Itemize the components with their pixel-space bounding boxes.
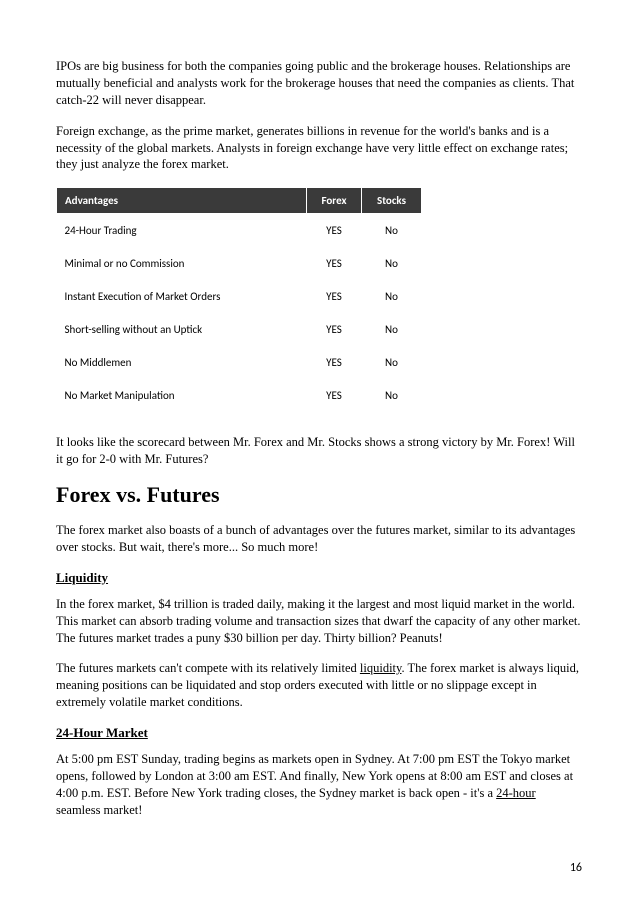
paragraph-futures-intro: The forex market also boasts of a bunch … bbox=[56, 522, 582, 556]
heading-forex-vs-futures: Forex vs. Futures bbox=[56, 482, 582, 508]
table-header-stocks: Stocks bbox=[362, 188, 422, 214]
paragraph-liquidity-2: The futures markets can't compete with i… bbox=[56, 660, 582, 711]
table-cell-advantage: Instant Execution of Market Orders bbox=[57, 280, 307, 313]
table-cell-forex: YES bbox=[307, 247, 362, 280]
comparison-table: Advantages Forex Stocks 24-Hour Trading … bbox=[56, 187, 422, 412]
table-row: No Market Manipulation YES No bbox=[57, 379, 422, 412]
subheading-liquidity: Liquidity bbox=[56, 570, 582, 586]
table-cell-advantage: Minimal or no Commission bbox=[57, 247, 307, 280]
table-row: No Middlemen YES No bbox=[57, 346, 422, 379]
table-cell-stocks: No bbox=[362, 346, 422, 379]
paragraph-after-table: It looks like the scorecard between Mr. … bbox=[56, 434, 582, 468]
table-cell-forex: YES bbox=[307, 379, 362, 412]
table-cell-forex: YES bbox=[307, 214, 362, 248]
table-cell-advantage: 24-Hour Trading bbox=[57, 214, 307, 248]
table-cell-stocks: No bbox=[362, 313, 422, 346]
paragraph-liquidity-1: In the forex market, $4 trillion is trad… bbox=[56, 596, 582, 647]
table-cell-stocks: No bbox=[362, 379, 422, 412]
paragraph-intro-2: Foreign exchange, as the prime market, g… bbox=[56, 123, 582, 174]
paragraph-intro-1: IPOs are big business for both the compa… bbox=[56, 58, 582, 109]
table-cell-stocks: No bbox=[362, 247, 422, 280]
table-cell-stocks: No bbox=[362, 280, 422, 313]
table-cell-forex: YES bbox=[307, 313, 362, 346]
link-liquidity[interactable]: liquidity bbox=[360, 661, 402, 675]
table-cell-stocks: No bbox=[362, 214, 422, 248]
table-cell-advantage: Short-selling without an Uptick bbox=[57, 313, 307, 346]
table-row: Instant Execution of Market Orders YES N… bbox=[57, 280, 422, 313]
page-number: 16 bbox=[570, 861, 582, 875]
text-span: seamless market! bbox=[56, 803, 142, 817]
table-row: Minimal or no Commission YES No bbox=[57, 247, 422, 280]
table-row: Short-selling without an Uptick YES No bbox=[57, 313, 422, 346]
link-24-hour[interactable]: 24-hour bbox=[496, 786, 536, 800]
table-cell-forex: YES bbox=[307, 346, 362, 379]
table-cell-advantage: No Market Manipulation bbox=[57, 379, 307, 412]
paragraph-hours-1: At 5:00 pm EST Sunday, trading begins as… bbox=[56, 751, 582, 819]
table-cell-advantage: No Middlemen bbox=[57, 346, 307, 379]
table-row: 24-Hour Trading YES No bbox=[57, 214, 422, 248]
subheading-24-hour-market: 24-Hour Market bbox=[56, 725, 582, 741]
table-cell-forex: YES bbox=[307, 280, 362, 313]
table-header-advantages: Advantages bbox=[57, 188, 307, 214]
table-header-forex: Forex bbox=[307, 188, 362, 214]
text-span: The futures markets can't compete with i… bbox=[56, 661, 360, 675]
